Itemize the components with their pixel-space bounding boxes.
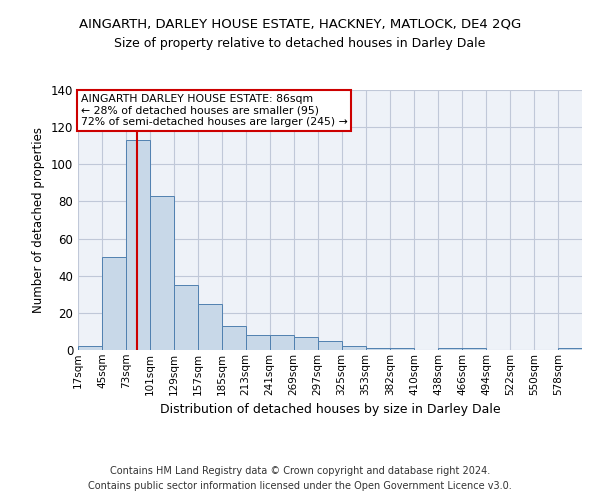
Bar bbox=[462, 348, 486, 350]
Bar bbox=[246, 335, 269, 350]
X-axis label: Distribution of detached houses by size in Darley Dale: Distribution of detached houses by size … bbox=[160, 403, 500, 416]
Bar bbox=[78, 346, 102, 350]
Bar bbox=[317, 340, 341, 350]
Bar bbox=[558, 348, 582, 350]
Bar bbox=[102, 257, 126, 350]
Bar bbox=[126, 140, 150, 350]
Text: AINGARTH, DARLEY HOUSE ESTATE, HACKNEY, MATLOCK, DE4 2QG: AINGARTH, DARLEY HOUSE ESTATE, HACKNEY, … bbox=[79, 18, 521, 30]
Bar bbox=[174, 285, 198, 350]
Y-axis label: Number of detached properties: Number of detached properties bbox=[32, 127, 45, 313]
Bar bbox=[365, 348, 391, 350]
Bar bbox=[293, 337, 317, 350]
Text: Contains HM Land Registry data © Crown copyright and database right 2024.: Contains HM Land Registry data © Crown c… bbox=[110, 466, 490, 476]
Text: Size of property relative to detached houses in Darley Dale: Size of property relative to detached ho… bbox=[115, 38, 485, 51]
Text: Contains public sector information licensed under the Open Government Licence v3: Contains public sector information licen… bbox=[88, 481, 512, 491]
Bar bbox=[198, 304, 222, 350]
Text: AINGARTH DARLEY HOUSE ESTATE: 86sqm
← 28% of detached houses are smaller (95)
72: AINGARTH DARLEY HOUSE ESTATE: 86sqm ← 28… bbox=[80, 94, 347, 127]
Bar bbox=[222, 326, 246, 350]
Bar bbox=[438, 348, 462, 350]
Bar bbox=[269, 335, 293, 350]
Bar bbox=[391, 348, 414, 350]
Bar bbox=[341, 346, 365, 350]
Bar bbox=[150, 196, 174, 350]
